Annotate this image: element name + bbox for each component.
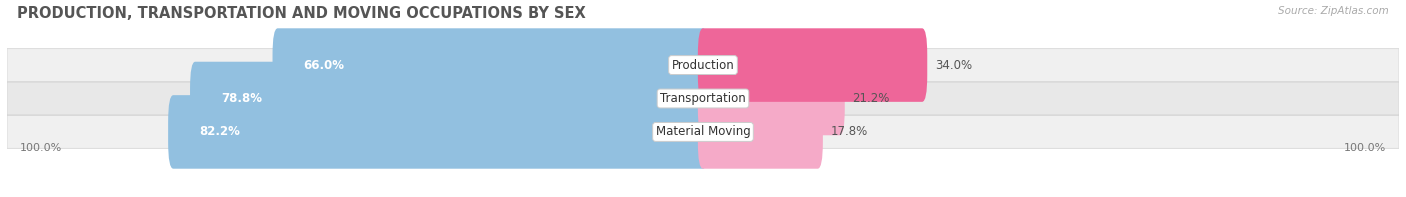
Text: Production: Production xyxy=(672,59,734,72)
FancyBboxPatch shape xyxy=(190,62,709,135)
FancyBboxPatch shape xyxy=(169,95,709,169)
Legend: Male, Female: Male, Female xyxy=(636,193,770,197)
Text: 82.2%: 82.2% xyxy=(200,125,240,138)
Text: 34.0%: 34.0% xyxy=(935,59,972,72)
Text: 78.8%: 78.8% xyxy=(221,92,262,105)
Text: Material Moving: Material Moving xyxy=(655,125,751,138)
Text: PRODUCTION, TRANSPORTATION AND MOVING OCCUPATIONS BY SEX: PRODUCTION, TRANSPORTATION AND MOVING OC… xyxy=(17,6,586,21)
Text: 17.8%: 17.8% xyxy=(831,125,868,138)
FancyBboxPatch shape xyxy=(697,62,845,135)
FancyBboxPatch shape xyxy=(7,116,1399,148)
Text: Source: ZipAtlas.com: Source: ZipAtlas.com xyxy=(1278,6,1389,16)
Text: 21.2%: 21.2% xyxy=(852,92,890,105)
FancyBboxPatch shape xyxy=(273,28,709,102)
Text: 100.0%: 100.0% xyxy=(1344,143,1386,153)
FancyBboxPatch shape xyxy=(7,49,1399,81)
Text: 66.0%: 66.0% xyxy=(304,59,344,72)
Text: 100.0%: 100.0% xyxy=(20,143,62,153)
Text: Transportation: Transportation xyxy=(661,92,745,105)
FancyBboxPatch shape xyxy=(697,95,823,169)
FancyBboxPatch shape xyxy=(697,28,928,102)
FancyBboxPatch shape xyxy=(7,82,1399,115)
